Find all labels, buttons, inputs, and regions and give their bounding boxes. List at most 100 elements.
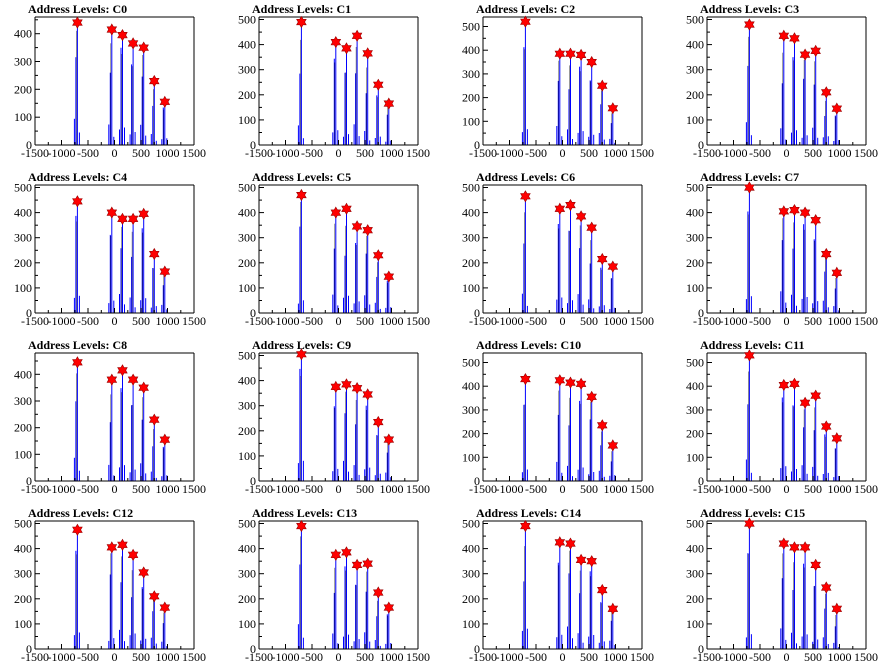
x-tick-label: 0 (784, 314, 790, 328)
x-tick-label: 1000 (604, 650, 628, 664)
peak-marker (810, 389, 821, 402)
x-tick-label: -500 (749, 146, 771, 160)
y-tick-label: 300 (686, 567, 704, 581)
x-tick-label: 500 (804, 146, 822, 160)
y-tick-label: 300 (14, 394, 32, 408)
x-tick-label: 500 (356, 314, 374, 328)
chart-panel-svg: Address Levels: C90100200300400500-1500-… (238, 338, 430, 496)
peak-marker (341, 202, 352, 215)
peak-marker (831, 432, 843, 445)
peak-marker (778, 29, 790, 42)
y-tick-label: 100 (462, 450, 480, 464)
peak-marker (789, 204, 800, 217)
x-tick-label: -1000 (48, 650, 76, 664)
peak-marker (586, 55, 597, 69)
peak-marker (351, 220, 363, 233)
y-tick-label: 500 (238, 517, 256, 531)
x-tick-label: 500 (580, 314, 598, 328)
peak-marker (127, 548, 139, 561)
y-tick-label: 200 (686, 256, 704, 270)
y-tick-label: 500 (686, 13, 704, 27)
x-tick-label: 1500 (630, 650, 654, 664)
peak-marker (138, 566, 149, 579)
x-tick-label: -1500 (693, 146, 721, 160)
x-tick-label: 1500 (406, 146, 430, 160)
x-tick-label: -1000 (496, 482, 524, 496)
panel-title: Address Levels: C12 (28, 506, 133, 520)
x-tick-label: 1500 (182, 146, 206, 160)
y-tick-label: 0 (26, 642, 32, 656)
peak-marker (117, 364, 128, 377)
y-tick-label: 500 (462, 517, 480, 531)
panel-title: Address Levels: C4 (28, 170, 127, 184)
x-tick-label: 1000 (156, 650, 180, 664)
y-tick-label: 500 (686, 181, 704, 195)
peak-marker (596, 252, 608, 266)
x-tick-label: 1000 (828, 146, 852, 160)
x-tick-label: -1000 (272, 146, 300, 160)
x-tick-label: 1500 (854, 650, 878, 664)
y-tick-label: 0 (250, 642, 256, 656)
chart-panel-svg: Address Levels: C14 0 100 200 300 400 500 -1500… (462, 506, 654, 664)
x-tick-label: 0 (784, 650, 790, 664)
peak-marker (106, 373, 118, 386)
chart-panel: Address Levels: C4 0 100 200 300 400 500 -1500-… (0, 168, 224, 336)
y-tick-label: 300 (238, 567, 256, 581)
y-tick-label: 500 (238, 13, 256, 27)
x-tick-label: -1500 (469, 650, 497, 664)
chart-panel-svg: Address Levels: C11 0 100 200 300 400 500 -1500… (686, 338, 878, 496)
peak-marker (341, 546, 352, 559)
peak-marker (330, 206, 342, 219)
x-tick-label: 0 (112, 314, 118, 328)
y-tick-label: 400 (686, 542, 704, 556)
peak-marker (383, 270, 395, 283)
panel-title: Address Levels: C2 (476, 2, 575, 16)
x-tick-label: 0 (336, 146, 342, 160)
x-tick-label: 500 (132, 146, 150, 160)
peak-marker (362, 557, 373, 570)
chart-panel-svg: Address Levels: C20100200300400500-1500-… (462, 2, 654, 160)
chart-panel: Address Levels: C15 0 100 200 300 400 500 -1500… (672, 504, 896, 672)
chart-panel-svg: Address Levels: C15 0 100 200 300 400 500 -1500… (686, 506, 878, 664)
peak-marker (148, 74, 160, 88)
y-tick-label: 400 (14, 367, 32, 381)
x-tick-label: 1500 (854, 146, 878, 160)
x-tick-label: -1000 (720, 146, 748, 160)
y-tick-label: 200 (238, 592, 256, 606)
x-tick-label: -1500 (693, 650, 721, 664)
x-tick-label: 1000 (828, 314, 852, 328)
panel-title: Address Levels: C15 (700, 506, 805, 520)
peak-marker (810, 44, 821, 57)
peak-marker (520, 190, 531, 203)
y-tick-label: 100 (462, 617, 480, 631)
y-tick-label: 0 (474, 306, 480, 320)
chart-panel-svg: Address Levels: C40100200300400500-1500-… (14, 170, 206, 328)
peak-marker (520, 519, 531, 533)
y-tick-label: 0 (26, 138, 32, 152)
x-tick-label: -500 (525, 146, 547, 160)
peak-marker (372, 586, 384, 599)
x-tick-label: -1500 (245, 650, 273, 664)
x-tick-label: 0 (336, 482, 342, 496)
peak-marker (554, 536, 566, 549)
y-tick-label: 400 (238, 374, 256, 388)
x-tick-label: -1500 (693, 482, 721, 496)
x-tick-label: -1500 (21, 650, 49, 664)
x-tick-label: 1500 (182, 314, 206, 328)
peak-marker (554, 374, 566, 387)
peak-marker (106, 541, 118, 554)
peak-marker (565, 199, 576, 212)
peak-marker (159, 433, 171, 446)
x-tick-label: 1500 (854, 482, 878, 496)
y-tick-label: 100 (14, 281, 32, 295)
peak-marker (72, 195, 83, 208)
peak-marker (351, 381, 363, 395)
peak-marker (296, 188, 307, 202)
x-tick-label: -1000 (48, 146, 76, 160)
y-tick-label: 0 (698, 138, 704, 152)
peak-marker (383, 433, 395, 446)
x-tick-label: 1000 (380, 314, 404, 328)
peak-marker (831, 102, 843, 115)
x-tick-label: 1000 (604, 482, 628, 496)
x-tick-label: 0 (112, 650, 118, 664)
